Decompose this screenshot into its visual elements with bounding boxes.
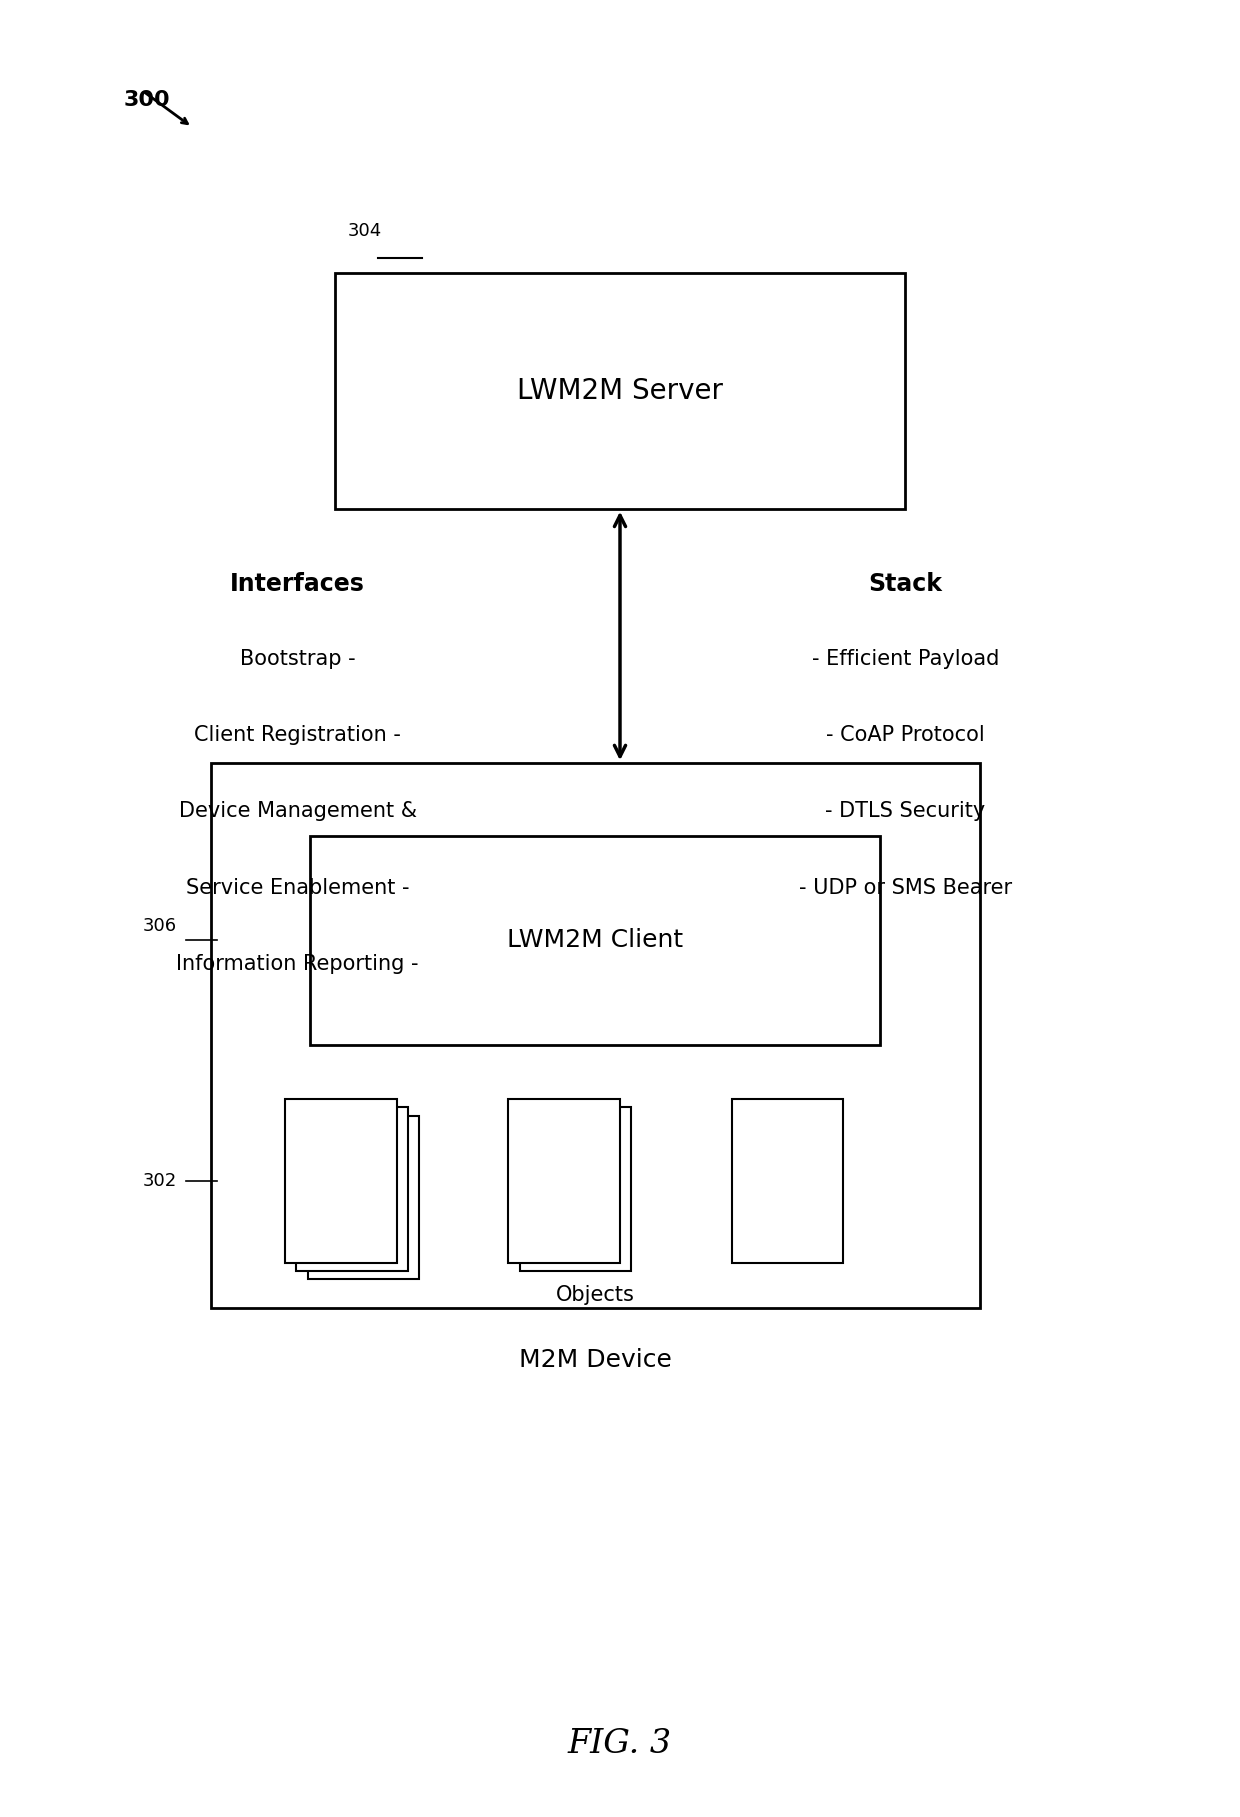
Text: Objects: Objects — [556, 1285, 635, 1305]
Text: - DTLS Security: - DTLS Security — [825, 801, 986, 821]
Text: 306: 306 — [143, 918, 177, 934]
Text: Bootstrap -: Bootstrap - — [239, 649, 356, 669]
FancyBboxPatch shape — [508, 1099, 620, 1263]
Text: Device Management &: Device Management & — [179, 801, 417, 821]
Text: LWM2M Server: LWM2M Server — [517, 376, 723, 405]
Text: Stack: Stack — [868, 572, 942, 596]
Text: Interfaces: Interfaces — [231, 572, 365, 596]
Text: - Efficient Payload: - Efficient Payload — [811, 649, 999, 669]
FancyBboxPatch shape — [285, 1099, 397, 1263]
Text: - UDP or SMS Bearer: - UDP or SMS Bearer — [799, 878, 1012, 898]
FancyBboxPatch shape — [335, 273, 905, 509]
Text: LWM2M Client: LWM2M Client — [507, 928, 683, 952]
Text: Client Registration -: Client Registration - — [195, 725, 401, 745]
FancyBboxPatch shape — [732, 1099, 843, 1263]
Text: - CoAP Protocol: - CoAP Protocol — [826, 725, 985, 745]
Text: Service Enablement -: Service Enablement - — [186, 878, 409, 898]
FancyBboxPatch shape — [296, 1107, 408, 1272]
Text: 300: 300 — [124, 89, 171, 111]
Text: 304: 304 — [347, 222, 382, 240]
FancyBboxPatch shape — [211, 763, 980, 1308]
Text: FIG. 3: FIG. 3 — [568, 1728, 672, 1761]
FancyBboxPatch shape — [310, 836, 880, 1045]
Text: Information Reporting -: Information Reporting - — [176, 954, 419, 974]
FancyBboxPatch shape — [308, 1116, 419, 1279]
Text: 302: 302 — [143, 1172, 177, 1190]
Text: M2M Device: M2M Device — [518, 1348, 672, 1372]
FancyBboxPatch shape — [520, 1107, 631, 1272]
